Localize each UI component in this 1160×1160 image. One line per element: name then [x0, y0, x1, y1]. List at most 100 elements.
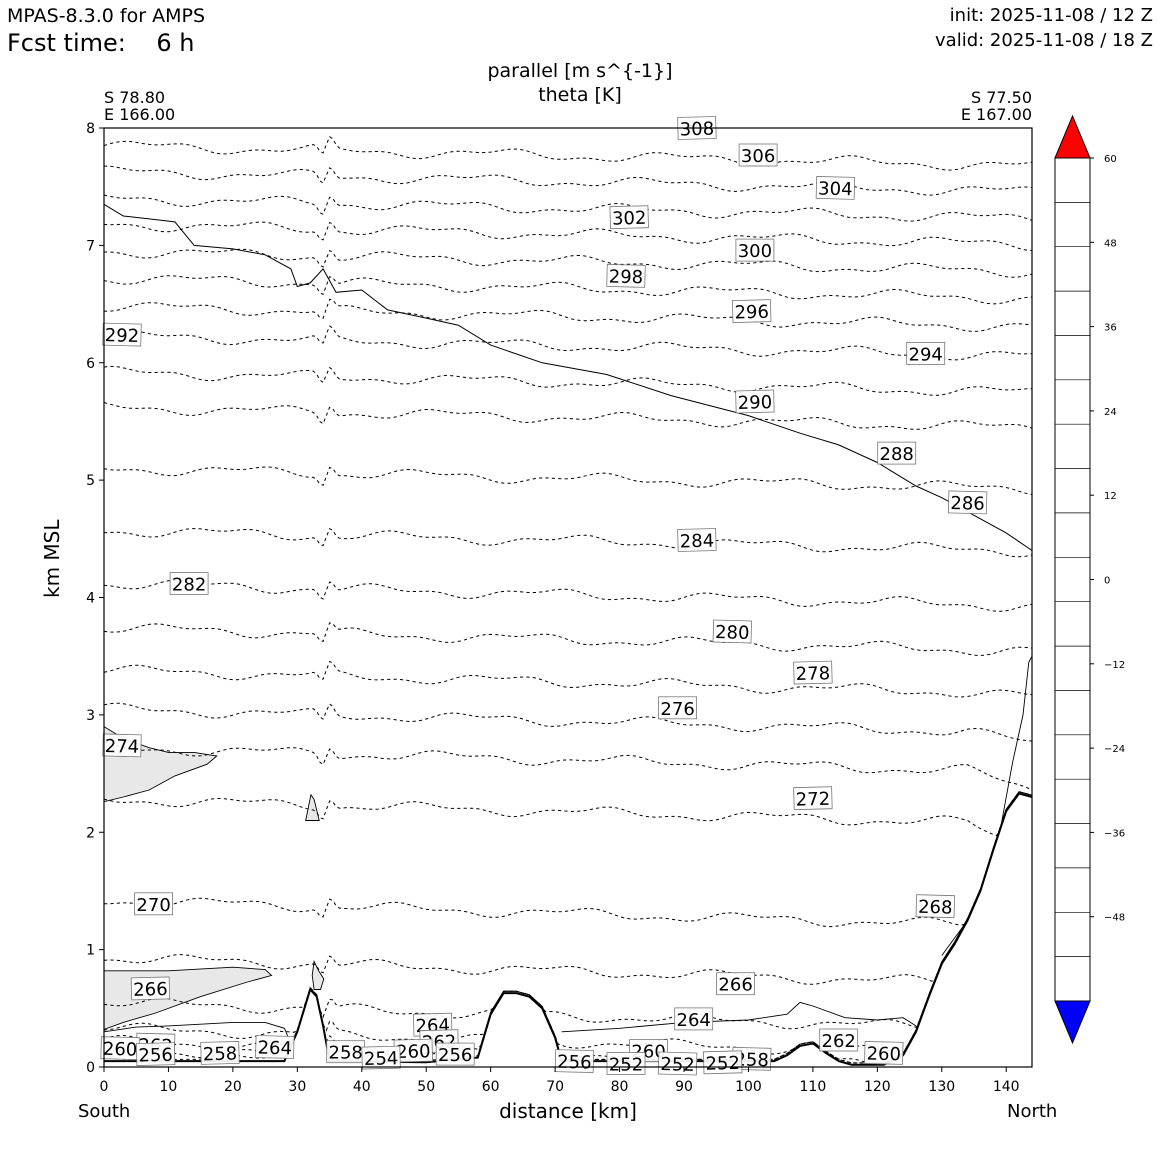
theta-label-box: [606, 1052, 646, 1075]
theta-label-box: [609, 205, 649, 230]
theta-label: 260: [864, 1040, 904, 1065]
north-label: North: [1007, 1101, 1058, 1122]
valid-time: valid: 2025-11-08 / 18 Z: [935, 30, 1153, 51]
colorbar-tick-label: 60: [1104, 154, 1117, 165]
theta-label: 292: [102, 322, 142, 347]
theta-label: 280: [712, 619, 752, 644]
theta-contour-272: [103, 791, 1033, 837]
theta-label-box: [815, 175, 856, 200]
colorbar-tick-label: 36: [1104, 323, 1117, 334]
colorbar-tick-label: −48: [1104, 913, 1125, 924]
theta-label-text: 296: [734, 302, 769, 324]
x-tick-label: 120: [864, 1079, 891, 1095]
y-tick-label: 0: [86, 1060, 95, 1076]
theta-contour-294: [103, 298, 1033, 332]
theta-label-text: 304: [818, 178, 853, 200]
theta-label-box: [130, 976, 171, 1001]
theta-label-box: [793, 660, 833, 685]
y-tick-label: 5: [86, 473, 95, 489]
theta-contour-292: [103, 325, 1033, 361]
theta-label: 294: [906, 341, 946, 365]
theta-label: 306: [738, 143, 778, 167]
theta-label-text: 258: [203, 1043, 238, 1065]
theta-label-box: [102, 322, 142, 347]
theta-contour-304: [104, 165, 1033, 196]
theta-label-text: 288: [880, 444, 914, 465]
theta-contour-276: [103, 702, 1033, 742]
theta-label-text: 272: [795, 789, 830, 811]
forecast-value: 6 h: [156, 29, 195, 57]
theta-label: 266: [130, 976, 171, 1001]
theta-label: 302: [609, 205, 649, 230]
y-tick-label: 1: [86, 943, 95, 959]
theta-label-text: 260: [866, 1043, 901, 1065]
theta-label-box: [435, 1042, 475, 1066]
theta-label-text: 290: [737, 392, 772, 414]
theta-label-text: 252: [609, 1055, 643, 1076]
left-lon: E 166.00: [104, 105, 176, 124]
colorbar-tick-label: 48: [1104, 238, 1117, 249]
theta-label-box: [677, 528, 717, 552]
theta-label: 252: [606, 1052, 646, 1076]
theta-label: 252: [703, 1050, 743, 1075]
theta-label-text: 268: [918, 897, 953, 919]
x-tick-label: 20: [224, 1079, 242, 1095]
theta-label-box: [877, 441, 917, 465]
solid-contour-low-right: [561, 1001, 917, 1033]
theta-label-box: [819, 1028, 859, 1052]
theta-label: 278: [793, 660, 833, 685]
forecast-label: Fcst time:: [7, 29, 126, 57]
theta-contour-286: [103, 466, 1033, 495]
x-tick-label: 70: [546, 1079, 564, 1095]
theta-label-box: [716, 972, 755, 996]
theta-label-box: [255, 1035, 295, 1059]
theta-label: 264: [255, 1035, 295, 1060]
theta-label-text: 266: [133, 979, 168, 1001]
y-tick-label: 2: [86, 825, 95, 841]
x-tick-label: 110: [800, 1079, 827, 1095]
theta-contour-282: [103, 579, 1033, 612]
theta-label-text: 252: [660, 1054, 695, 1076]
x-tick-label: 60: [482, 1079, 500, 1095]
y-tick-label: 6: [86, 356, 95, 372]
theta-contour-290: [103, 365, 1032, 396]
theta-label: 252: [657, 1051, 698, 1076]
right-lon: E 167.00: [960, 105, 1032, 124]
theta-label-box: [102, 733, 142, 758]
theta-label: 268: [915, 894, 955, 919]
theta-label: 254: [361, 1045, 401, 1070]
wind-region-south-low: [103, 966, 273, 1031]
x-axis-label: distance [km]: [499, 1099, 637, 1123]
theta-label: 270: [134, 892, 174, 916]
theta-label: 282: [169, 572, 209, 595]
theta-label-text: 284: [679, 531, 714, 553]
theta-label-box: [906, 341, 946, 365]
theta-contour-258: [103, 791, 1033, 1064]
theta-contour-268: [103, 791, 1033, 985]
x-tick-label: 140: [993, 1079, 1020, 1095]
theta-label-box: [732, 299, 772, 324]
theta-label: 258: [732, 1046, 772, 1071]
colorbar: 60 48 36 24 12 0 −12 −24 −36 −48: [1054, 114, 1125, 1045]
theta-label-box: [735, 238, 775, 262]
y-tick-label: 7: [86, 238, 95, 254]
theta-label-box: [657, 1051, 698, 1076]
terrain-line: [104, 792, 1033, 1066]
theta-label: 276: [658, 696, 697, 720]
theta-label-text: 262: [822, 1031, 856, 1052]
theta-label-text: 264: [257, 1038, 292, 1060]
theta-label-text: 264: [677, 1010, 711, 1031]
theta-label: 260: [100, 1036, 140, 1061]
theta-label-box: [793, 786, 833, 811]
right-lat: S 77.50: [970, 88, 1032, 107]
theta-label-text: 308: [679, 119, 714, 141]
theta-label-text: 274: [105, 736, 140, 758]
theta-contour-300: [103, 221, 1033, 251]
theta-label-text: 260: [103, 1039, 138, 1061]
forecast-time: Fcst time: 6 h: [7, 29, 194, 57]
theta-contour-270: [104, 791, 1033, 928]
wind-region-lens: [305, 793, 320, 821]
solid-contour-upper: [103, 203, 1033, 551]
theta-label-text: 276: [660, 699, 694, 720]
